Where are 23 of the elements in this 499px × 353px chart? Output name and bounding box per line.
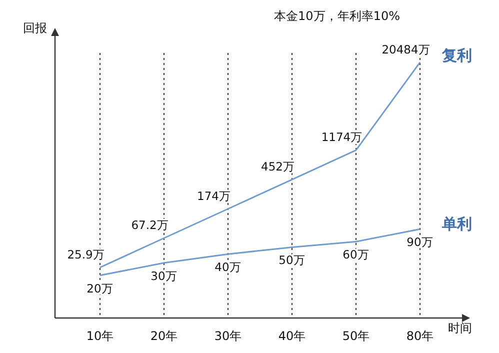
data-label: 30万 (150, 268, 178, 283)
data-label: 50万 (278, 253, 306, 268)
series-label: 单利 (441, 215, 472, 234)
x-tick-label: 30年 (214, 329, 242, 343)
data-label: 20万 (86, 281, 114, 296)
data-label: 452万 (261, 160, 295, 174)
x-axis-title: 时间 (448, 321, 472, 335)
data-label: 60万 (342, 248, 370, 262)
data-label: 90万 (406, 235, 434, 250)
x-tick-label: 80年 (406, 329, 434, 343)
data-label: 25.9万 (67, 247, 105, 262)
x-tick-label: 50年 (342, 329, 370, 343)
data-label: 40万 (214, 260, 242, 274)
x-tick-label: 20年 (150, 329, 178, 343)
data-label: 1174万 (321, 130, 363, 144)
chart-title: 本金10万，年利率10% (274, 9, 400, 23)
data-label: 174万 (197, 188, 231, 203)
data-label: 20484万 (382, 42, 430, 56)
x-tick-label: 10年 (86, 329, 114, 343)
series-label: 复利 (441, 46, 472, 64)
data-label: 67.2万 (131, 218, 169, 232)
y-axis-title: 回报 (23, 21, 47, 35)
x-tick-label: 40年 (278, 329, 306, 343)
